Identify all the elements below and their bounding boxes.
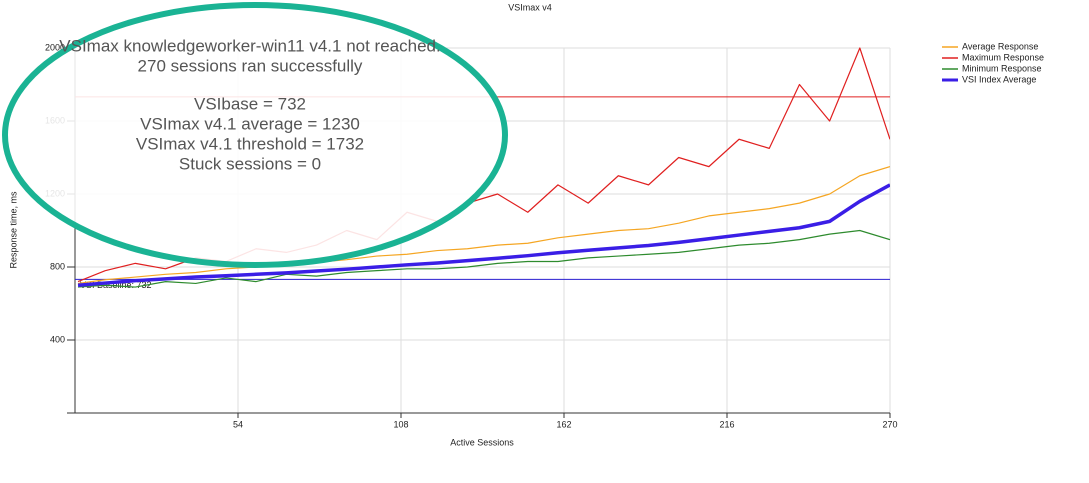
y-tick-label: 2000 — [45, 42, 65, 52]
legend-label: VSI Index Average — [962, 74, 1036, 84]
callout-ellipse — [2, 2, 508, 268]
x-tick-label: 54 — [233, 419, 243, 429]
x-tick-label: 162 — [556, 419, 571, 429]
callout-text: Stuck sessions = 0 — [179, 154, 321, 173]
legend-label: Minimum Response — [962, 63, 1042, 73]
x-tick-label: 108 — [393, 419, 408, 429]
chart-title: VSImax v4 — [508, 2, 552, 12]
series-line — [77, 183, 890, 287]
x-tick-label: 270 — [882, 419, 897, 429]
x-tick-label: 216 — [719, 419, 734, 429]
callout-text: VSIbase = 732 — [194, 94, 306, 113]
baseline-label: VSI Baseline: 732 — [80, 280, 152, 290]
series-line — [77, 229, 890, 288]
callout-text: VSImax v4.1 average = 1230 — [140, 114, 360, 133]
legend-label: Maximum Response — [962, 52, 1044, 62]
y-axis-label: Response time, ms — [8, 191, 18, 269]
y-tick-label: 400 — [50, 334, 65, 344]
callout-text: VSImax knowledgeworker-win11 v4.1 not re… — [59, 36, 440, 55]
series-line — [77, 166, 890, 285]
x-axis-label: Active Sessions — [450, 437, 514, 447]
callout-text: VSImax v4.1 threshold = 1732 — [136, 134, 364, 153]
callout-text: 270 sessions ran successfully — [138, 56, 363, 75]
legend-label: Average Response — [962, 41, 1038, 51]
y-tick-label: 800 — [50, 261, 65, 271]
